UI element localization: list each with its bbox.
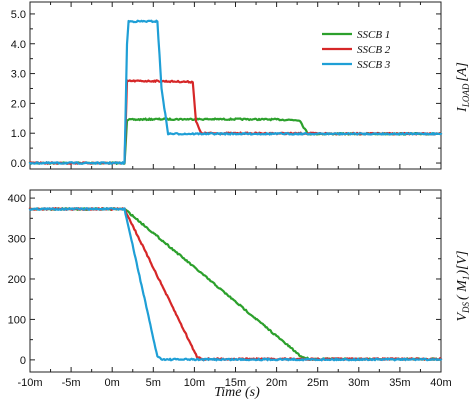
x-axis: -10m -5m 0m 5m 10m 15m 20m 25m 30m 35m 40m — [17, 377, 451, 389]
x-tick-label: 20m — [266, 377, 287, 389]
y-tick-label: 400 — [8, 193, 26, 205]
series-line-sscb-3 — [28, 207, 443, 362]
top-y-axis-title-sub: LOAD — [461, 83, 471, 108]
x-tick-label: 25m — [307, 377, 328, 389]
bottom-y-axis-title-unit: )[V] — [455, 250, 470, 275]
y-tick-label: 4.0 — [11, 39, 26, 51]
top-panel-load-current: 0.0 1.0 2.0 3.0 4.0 5.0 — [11, 1, 443, 170]
plot-frame — [29, 1, 442, 170]
legend: SSCB 1 SSCB 2 SSCB 3 — [322, 29, 391, 71]
y-tick-label: 2.0 — [11, 98, 26, 110]
x-tick-label: 5m — [146, 377, 161, 389]
series-line-sscb-1 — [28, 117, 443, 165]
legend-label: SSCB 1 — [357, 29, 390, 41]
x-tick-label: 35m — [389, 377, 410, 389]
y-tick-label: 200 — [8, 274, 26, 286]
plot-frame — [29, 189, 442, 373]
top-y-axis-title: ILOAD [A] — [455, 62, 471, 113]
y-tick-label: 1.0 — [11, 128, 26, 140]
bottom-y-axis-title-main: V — [455, 312, 470, 322]
x-tick-label: 15m — [225, 377, 246, 389]
y-tick-label: 3.0 — [11, 69, 26, 81]
bottom-y-axis-title: VDS( M1)[V] — [455, 250, 471, 321]
x-tick-label: 40m — [430, 377, 451, 389]
series-line-sscb-2 — [28, 207, 443, 361]
top-y-axis-title-main: I — [455, 106, 470, 113]
x-tick-label: -5m — [62, 377, 81, 389]
bottom-y-axis-title-mid: ( M — [455, 279, 470, 300]
top-y-axis-title-unit: [A] — [455, 62, 470, 81]
x-tick-label: 10m — [184, 377, 205, 389]
x-tick-label: 30m — [348, 377, 369, 389]
series-line-sscb-3 — [28, 19, 443, 165]
legend-label: SSCB 3 — [357, 59, 391, 71]
x-axis-title: Time (s) — [214, 385, 260, 400]
y-tick-label: 0 — [20, 355, 26, 367]
y-tick-label: 5.0 — [11, 9, 26, 21]
x-tick-label: -10m — [17, 377, 42, 389]
legend-label: SSCB 2 — [357, 44, 391, 56]
series-line-sscb-1 — [28, 207, 443, 361]
series-line-sscb-2 — [28, 79, 443, 165]
x-tick-label: 0m — [105, 377, 120, 389]
y-tick-label: 100 — [8, 314, 26, 326]
y-tick-label: 300 — [8, 234, 26, 246]
bottom-panel-drain-source-voltage: 0 100 200 300 400 — [8, 189, 443, 373]
bottom-y-axis-title-sub: DS — [461, 301, 471, 313]
y-tick-label: 0.0 — [11, 158, 26, 170]
bottom-y-axis-title-mid-sub: 1 — [461, 276, 471, 281]
